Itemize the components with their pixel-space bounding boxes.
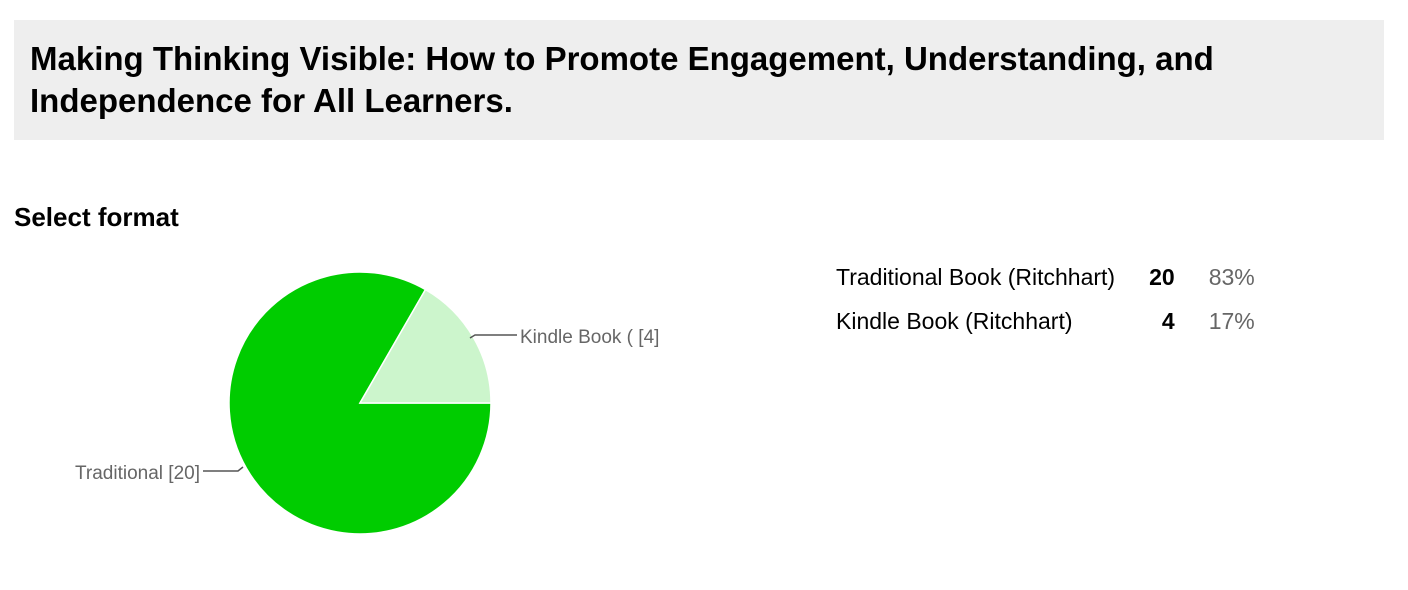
label-leader-kindle: [469, 334, 517, 339]
option-count: 20: [1149, 263, 1175, 290]
option-count: 4: [1161, 307, 1175, 334]
option-percent: 17%: [1208, 307, 1255, 334]
label-leader-traditional: [203, 466, 244, 472]
slice-label-traditional: Traditional [20]: [75, 463, 200, 484]
title-banner: Making Thinking Visible: How to Promote …: [14, 20, 1384, 140]
table-row: Traditional Book (Ritchhart) 20 83%: [836, 255, 1255, 299]
option-label: Kindle Book (Ritchhart): [836, 307, 1073, 334]
option-percent: 83%: [1208, 263, 1255, 290]
pie-slice-kindle: [358, 288, 492, 404]
question-title: Select format: [14, 202, 179, 232]
slice-label-kindle: Kindle Book ( [4]: [520, 327, 659, 348]
option-label: Traditional Book (Ritchhart): [836, 263, 1116, 290]
results-table: Traditional Book (Ritchhart) 20 83% Kind…: [836, 255, 1255, 343]
page-title: Making Thinking Visible: How to Promote …: [30, 40, 1214, 119]
table-row: Kindle Book (Ritchhart) 4 17%: [836, 299, 1255, 343]
